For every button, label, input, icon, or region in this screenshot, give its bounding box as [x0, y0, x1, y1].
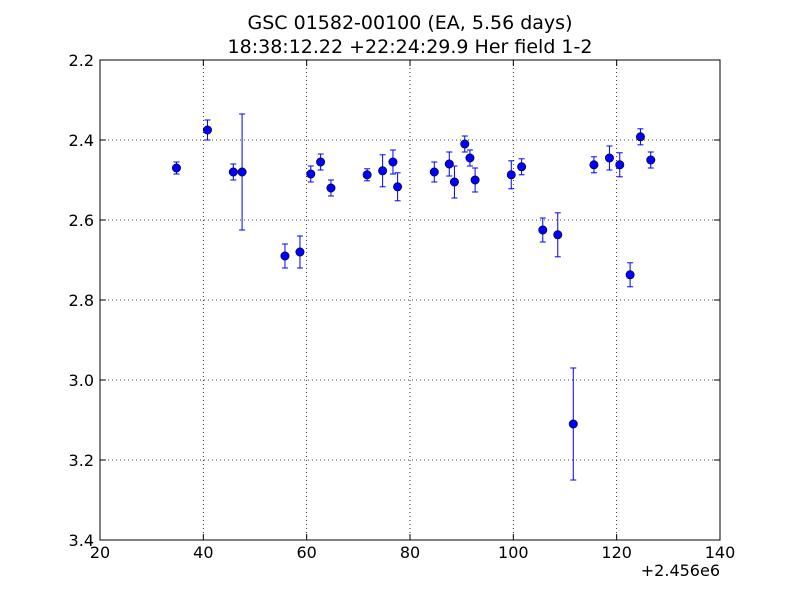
- data-point: [470, 175, 480, 185]
- data-point: [517, 162, 527, 172]
- data-point: [589, 160, 599, 170]
- data-point: [465, 153, 475, 163]
- x-tick-labels: 20 40 60 80 100 120 140: [90, 543, 735, 562]
- data-point: [306, 169, 316, 179]
- x-tick-label: 40: [193, 543, 213, 562]
- data-point: [506, 170, 516, 180]
- data-point: [326, 183, 336, 193]
- data-point: [635, 132, 645, 142]
- y-tick-label: 2.6: [69, 211, 94, 230]
- x-tick-label: 140: [705, 543, 736, 562]
- data-point: [171, 163, 181, 173]
- data-point: [444, 159, 454, 169]
- data-point: [646, 155, 656, 165]
- y-tick-label: 2.8: [69, 291, 94, 310]
- data-point: [393, 182, 403, 192]
- data-point: [202, 125, 212, 135]
- data-point: [568, 419, 578, 429]
- data-point: [449, 177, 459, 187]
- data-point: [538, 225, 548, 235]
- x-tick-label: 100: [498, 543, 529, 562]
- data-point: [280, 251, 290, 261]
- data-point: [553, 230, 563, 240]
- y-tick-label: 2.2: [69, 51, 94, 70]
- x-tick-label: 120: [601, 543, 632, 562]
- data-point: [228, 167, 238, 177]
- data-point: [295, 247, 305, 257]
- y-tick-label: 2.4: [69, 131, 94, 150]
- data-point: [429, 167, 439, 177]
- data-point: [316, 157, 326, 167]
- x-axis-offset-label: +2.456e6: [641, 561, 720, 580]
- y-tick-labels: 2.2 2.4 2.6 2.8 3.0 3.2 3.4: [69, 51, 94, 550]
- data-point: [237, 167, 247, 177]
- data-point: [378, 166, 388, 176]
- data-points: [171, 113, 656, 481]
- plot-area-frame: [99, 59, 721, 541]
- chart-title-line1: GSC 01582-00100 (EA, 5.56 days): [248, 12, 573, 34]
- x-tick-label: 60: [296, 543, 316, 562]
- grid-lines: [100, 60, 720, 540]
- x-tick-label: 80: [400, 543, 420, 562]
- data-point: [460, 139, 470, 149]
- y-tick-label: 3.0: [69, 371, 94, 390]
- data-point: [615, 160, 625, 170]
- data-point: [625, 270, 635, 280]
- data-point: [362, 170, 372, 180]
- x-tick-label: 20: [90, 543, 110, 562]
- axis-ticks: [99, 59, 721, 541]
- y-tick-label: 3.4: [69, 531, 94, 550]
- y-tick-label: 3.2: [69, 451, 94, 470]
- data-point: [388, 157, 398, 167]
- chart-title-line2: 18:38:12.22 +22:24:29.9 Her field 1-2: [228, 36, 593, 58]
- data-point: [604, 153, 614, 163]
